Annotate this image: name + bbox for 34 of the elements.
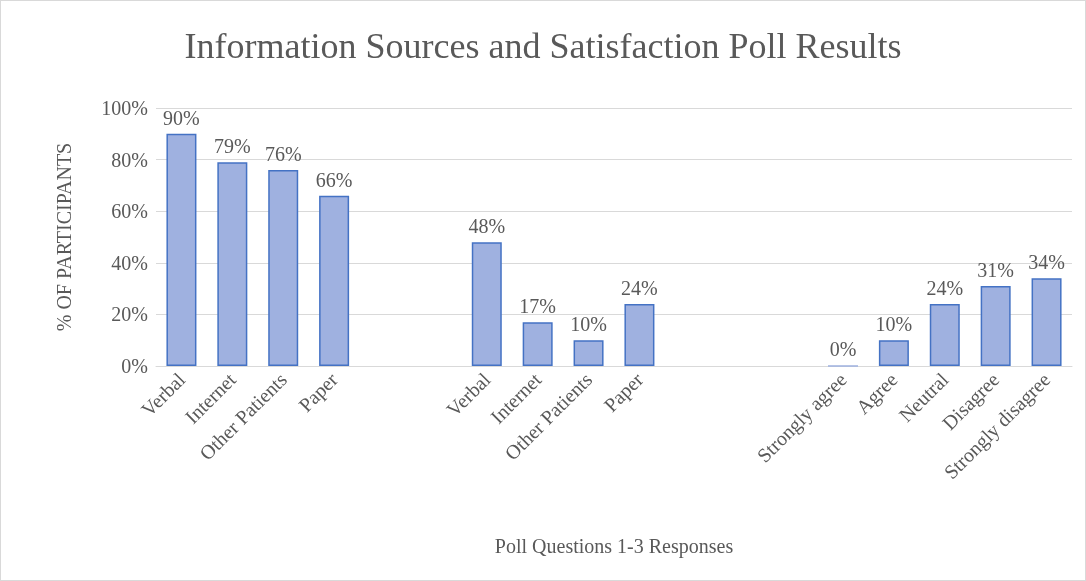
bar [319, 195, 350, 366]
data-label: 10% [570, 313, 607, 336]
y-tick-label: 40% [111, 251, 148, 274]
bar [878, 340, 909, 366]
bar [217, 162, 248, 366]
y-axis-title: % OF PARTICIPANTS [53, 142, 75, 332]
y-tick-label: 80% [111, 148, 148, 171]
bar [522, 322, 553, 366]
data-label: 76% [264, 142, 302, 165]
chart-title: Information Sources and Satisfaction Poll Results [184, 26, 902, 66]
data-label: 66% [315, 168, 353, 191]
bar [166, 133, 197, 366]
data-label: 17% [519, 295, 556, 318]
bar [471, 242, 502, 366]
data-label: 31% [977, 259, 1014, 282]
bar [1031, 278, 1062, 366]
data-label: 0% [829, 338, 857, 361]
bar [980, 286, 1011, 366]
data-label: 24% [926, 277, 964, 300]
data-label: 79% [214, 135, 251, 158]
bar [624, 304, 655, 366]
y-tick-label: 100% [101, 97, 148, 119]
data-label: 24% [621, 277, 658, 300]
data-label: 34% [1028, 251, 1065, 274]
y-tick-label: 0% [121, 355, 148, 377]
bar [268, 169, 299, 366]
y-tick-label: 60% [111, 200, 148, 223]
bar [573, 340, 604, 366]
x-axis-title: Poll Questions 1-3 Responses [494, 535, 734, 558]
data-label: 90% [163, 106, 200, 129]
data-label: 10% [875, 313, 913, 336]
bar [929, 304, 960, 366]
y-tick-label: 20% [111, 303, 148, 326]
data-label: 48% [468, 215, 506, 238]
